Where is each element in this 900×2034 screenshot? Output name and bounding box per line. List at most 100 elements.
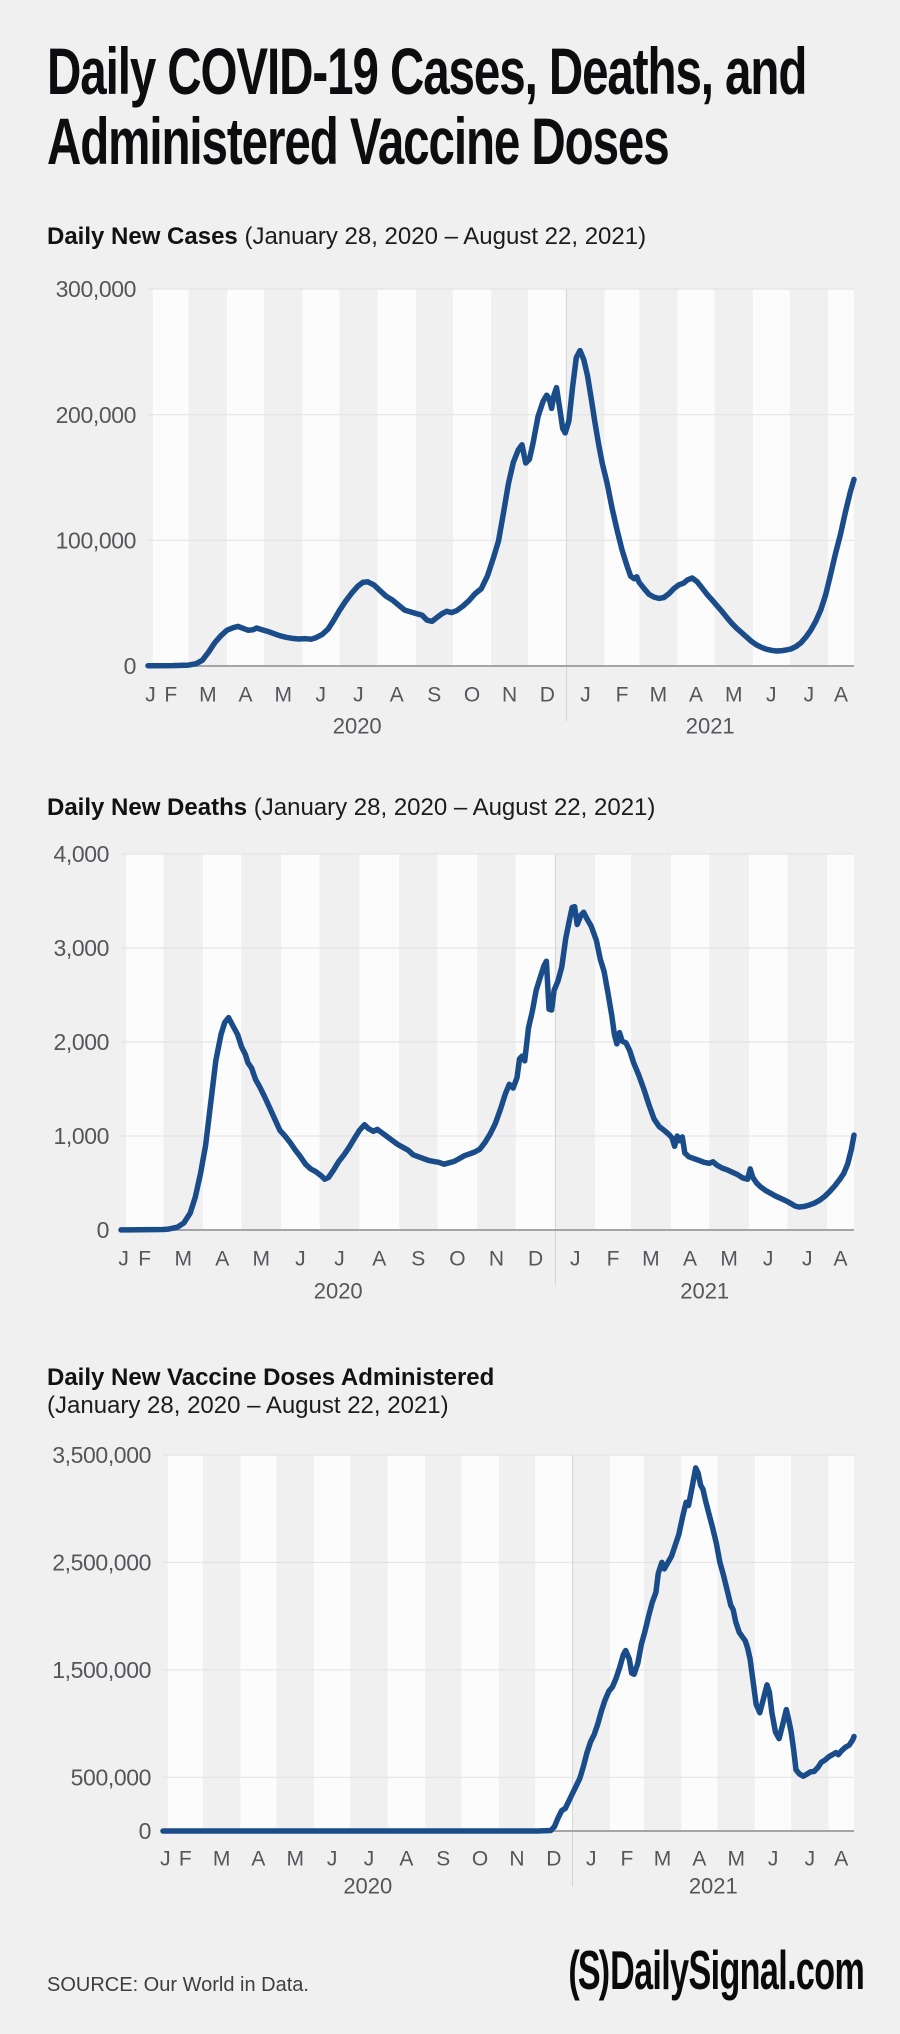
dailysignal-logo: (S)DailySignal.com (568, 1942, 864, 1998)
month-band (167, 1455, 203, 1831)
month-label: J (768, 1847, 779, 1870)
month-label: A (683, 1247, 697, 1270)
y-tick-label: 100,000 (56, 527, 136, 553)
month-label: M (174, 1247, 192, 1270)
month-band (452, 289, 492, 666)
month-label: N (502, 683, 517, 706)
month-band (535, 1455, 573, 1831)
chart-heading-deaths: Daily New Deaths (January 28, 2020 – Aug… (47, 794, 655, 822)
chart-heading-vaccines: Daily New Vaccine Doses Administered (Ja… (47, 1364, 494, 1420)
month-band (461, 1455, 499, 1831)
month-label: F (179, 1847, 192, 1870)
month-label: A (372, 1247, 386, 1270)
month-label: J (802, 1247, 813, 1270)
chart-heading-cases-bold: Daily New Cases (47, 223, 238, 250)
chart-heading-vaccines-bold: Daily New Vaccine Doses Administered (47, 1364, 495, 1391)
year-label: 2020 (314, 1279, 363, 1304)
month-band (604, 289, 640, 666)
month-label: D (528, 1247, 543, 1270)
y-tick-label: 500,000 (71, 1764, 151, 1790)
month-label: J (586, 1847, 597, 1870)
month-label: F (616, 683, 629, 706)
month-label: D (546, 1847, 561, 1870)
month-label: J (145, 683, 156, 706)
chart-heading-vaccines-period: (January 28, 2020 – August 22, 2021) (47, 1392, 449, 1419)
y-tick-label: 4,000 (53, 841, 109, 867)
month-label: J (353, 683, 364, 706)
month-label: J (805, 1847, 816, 1870)
month-label: N (489, 1247, 504, 1270)
month-label: A (251, 1847, 265, 1870)
month-band (227, 289, 264, 666)
y-tick-label: 0 (124, 653, 136, 679)
data-line (118, 903, 857, 1233)
chart-heading-cases: Daily New Cases (January 28, 2020 – Augu… (47, 223, 646, 251)
y-tick-label: 2,000 (53, 1029, 109, 1055)
month-label: A (692, 1847, 706, 1870)
month-label: A (834, 683, 848, 706)
month-band (677, 289, 715, 666)
month-label: J (334, 1247, 345, 1270)
y-tick-label: 200,000 (56, 402, 136, 428)
month-label: M (274, 683, 292, 706)
month-label: J (316, 683, 327, 706)
month-label: J (295, 1247, 306, 1270)
month-label: J (804, 683, 815, 706)
page-title: Daily COVID-19 Cases, Deaths, and Adminis… (47, 36, 900, 176)
month-label: M (213, 1847, 231, 1870)
month-band (528, 289, 567, 666)
month-label: A (833, 1247, 847, 1270)
month-label: J (364, 1847, 375, 1870)
month-label: J (118, 1247, 129, 1270)
month-label: F (138, 1247, 151, 1270)
month-band (610, 1455, 644, 1831)
y-tick-label: 0 (97, 1217, 109, 1243)
month-label: J (580, 683, 591, 706)
month-label: O (449, 1247, 465, 1270)
month-label: A (834, 1847, 848, 1870)
data-line (145, 347, 857, 669)
month-label: J (763, 1247, 774, 1270)
month-label: S (411, 1247, 425, 1270)
page-title-line2: Administered Vaccine Doses (47, 104, 670, 178)
month-label: M (650, 683, 668, 706)
source-credit: SOURCE: Our World in Data. (47, 1974, 309, 1996)
month-label: M (253, 1247, 271, 1270)
chart-heading-deaths-bold: Daily New Deaths (47, 794, 248, 821)
month-band (752, 289, 790, 666)
dailysignal-logo-text: DailySignal.com (609, 1939, 865, 2001)
month-label: M (642, 1247, 660, 1270)
month-label: O (464, 683, 480, 706)
month-band (828, 289, 854, 666)
month-label: M (725, 683, 743, 706)
chart-heading-cases-period: (January 28, 2020 – August 22, 2021) (244, 223, 647, 250)
data-line (160, 1465, 857, 1834)
dailysignal-logo-mark: (S) (568, 1939, 610, 2001)
month-band (314, 1455, 351, 1831)
year-label: 2020 (333, 714, 382, 739)
month-label: J (570, 1247, 581, 1270)
year-label: 2021 (689, 1874, 738, 1899)
month-label: A (689, 683, 703, 706)
chart-heading-deaths-period: (January 28, 2020 – August 22, 2021) (253, 794, 656, 821)
y-tick-label: 1,000 (53, 1123, 109, 1149)
month-label: M (199, 683, 217, 706)
month-band (302, 289, 340, 666)
month-label: M (727, 1847, 745, 1870)
month-label: M (654, 1847, 672, 1870)
month-label: A (399, 1847, 413, 1870)
year-label: 2021 (686, 714, 735, 739)
month-label: A (238, 683, 252, 706)
month-band (240, 1455, 277, 1831)
month-label: J (160, 1847, 171, 1870)
month-label: J (766, 683, 777, 706)
y-tick-label: 300,000 (56, 276, 136, 302)
month-label: S (436, 1847, 450, 1870)
month-label: F (164, 683, 177, 706)
month-label: S (427, 683, 441, 706)
